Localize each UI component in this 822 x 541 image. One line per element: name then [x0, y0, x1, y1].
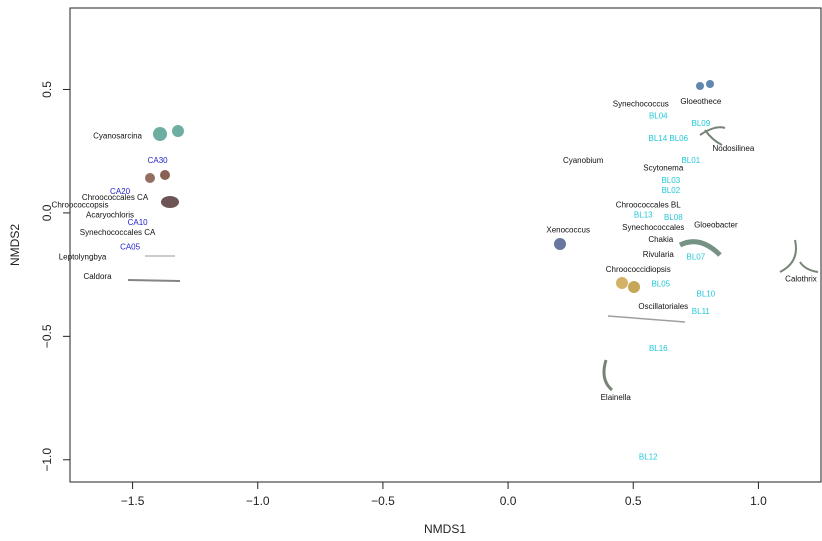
point-label: CA10 [128, 218, 149, 227]
point-label: BL02 [661, 186, 680, 195]
point-label: Synechococcales CA [80, 228, 156, 237]
point-label: BL10 [697, 289, 716, 298]
point-label: Gloeobacter [694, 220, 738, 229]
x-tick-label: 0.0 [500, 494, 517, 508]
point-label: Elainella [601, 393, 632, 402]
decoration [128, 80, 818, 390]
x-tick-label: 1.0 [750, 494, 767, 508]
x-tick-label: −1.5 [121, 494, 145, 508]
chart: NMDS1 NMDS2 −1.5 −1.0 −0.5 0.0 0.5 1.0 −1.0 −0.… [0, 0, 822, 541]
x-axis-title: NMDS1 [424, 522, 466, 536]
point-label: BL01 [681, 156, 700, 165]
x-tick-label: −0.5 [371, 494, 395, 508]
point-label: Oscillatoriales [638, 302, 688, 311]
point-label: BL07 [686, 252, 705, 261]
point-label: Synechococcus [613, 99, 669, 108]
x-tick-label: −1.0 [246, 494, 270, 508]
y-tick-label: −1.0 [40, 448, 54, 472]
point-label: BL03 [661, 176, 680, 185]
point-label: Caldora [84, 272, 113, 281]
point-label: Chakia [648, 235, 673, 244]
point-label: Chroococcidiopsis [606, 265, 671, 274]
point-label: BL16 [649, 344, 668, 353]
point-label: BL08 [664, 213, 683, 222]
point-label: Calothrix [785, 275, 817, 284]
point-label: Cyanobium [563, 156, 604, 165]
point-label: BL11 [692, 307, 711, 316]
point-label: Scytonema [643, 164, 684, 173]
y-tick-label: −0.5 [40, 324, 54, 348]
point-label: Xenococcus [546, 225, 590, 234]
point-label: Chroococcales BL [616, 201, 681, 210]
point-label: Gloeothece [680, 97, 721, 106]
point-label: BL05 [651, 280, 670, 289]
point-label: Nodosilinea [712, 144, 754, 153]
x-tick-label: 0.5 [625, 494, 642, 508]
point-label: BL14 BL06 [648, 134, 688, 143]
point-label: CA05 [120, 243, 141, 252]
point-label: CA20 [110, 187, 131, 196]
point-label: Chroococcopsis [52, 201, 109, 210]
point-label: Leptolyngbya [59, 252, 107, 261]
point-label: BL09 [691, 119, 710, 128]
point-label: Rivularia [643, 250, 675, 259]
point-label: BL12 [639, 452, 658, 461]
y-tick-label: 0.5 [40, 81, 54, 98]
point-label: Synechococcales [622, 223, 684, 232]
point-label: CA30 [148, 156, 169, 165]
point-label: BL04 [649, 112, 668, 121]
point-label: BL13 [634, 210, 653, 219]
y-axis-title: NMDS2 [8, 224, 22, 266]
point-label: Cyanosarcina [93, 131, 142, 140]
